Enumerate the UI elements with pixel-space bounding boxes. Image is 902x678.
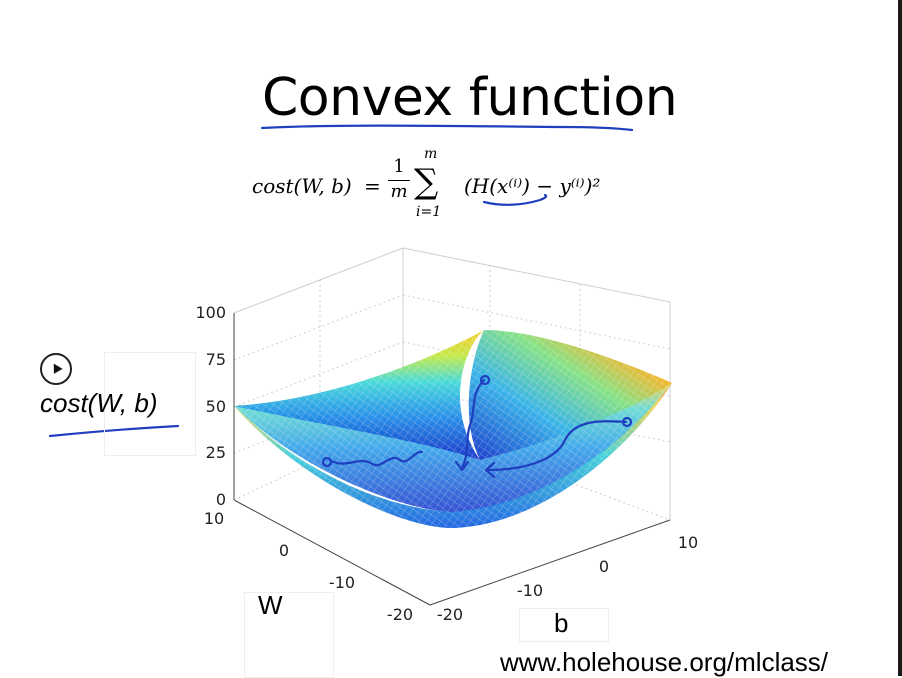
gradient-start-right xyxy=(621,416,633,428)
w-tick-label: 10 xyxy=(204,509,224,528)
pen-annotations xyxy=(48,124,634,479)
fraction-numerator: 1 xyxy=(393,156,405,177)
b-tick-label: 10 xyxy=(678,533,698,552)
gradient-arrow-right xyxy=(484,461,496,479)
gradient-start-left xyxy=(321,456,333,468)
sum-upper-limit: m xyxy=(424,146,438,162)
label-frame-cost xyxy=(104,352,196,456)
title-underline xyxy=(260,124,634,132)
gradient-start-center xyxy=(479,374,491,386)
mouse-pointer-icon xyxy=(49,361,63,374)
cost-formula: cost(W, b) = 1 m m ∑ i=1 (H(x⁽ⁱ⁾) − y⁽ⁱ⁾… xyxy=(252,146,662,232)
sum-lower-limit: i=1 xyxy=(416,204,442,220)
b-tick-label: -10 xyxy=(517,581,543,600)
z-tick-label: 25 xyxy=(206,443,226,462)
gradient-path-right xyxy=(486,420,628,472)
fraction-denominator: m xyxy=(390,181,408,202)
label-frame-b xyxy=(519,608,609,642)
gradient-path-left xyxy=(328,450,424,467)
cost-axis-label: cost(W, b) xyxy=(40,388,158,418)
w-tick-label: -10 xyxy=(329,573,355,592)
b-axis-label: b xyxy=(554,608,569,638)
summation-symbol: ∑ xyxy=(414,162,439,202)
z-tick-label: 75 xyxy=(206,350,226,369)
cost-surface xyxy=(234,330,672,528)
formula-underline xyxy=(482,193,548,206)
formula-lhs: cost(W, b) xyxy=(252,174,352,198)
z-tick-label: 0 xyxy=(216,490,226,509)
b-tick-label: -20 xyxy=(437,605,463,624)
w-axis: 10 0 -10 -20 xyxy=(204,509,413,624)
z-tick-label: 50 xyxy=(206,397,226,416)
formula-fraction: 1 m xyxy=(388,156,410,202)
w-tick-label: 0 xyxy=(279,541,289,560)
source-url[interactable]: www.holehouse.org/mlclass/ xyxy=(500,647,829,677)
b-tick-label: 0 xyxy=(599,557,609,576)
formula-body: (H(x⁽ⁱ⁾) − y⁽ⁱ⁾)² xyxy=(464,174,601,198)
fraction-bar xyxy=(388,180,410,181)
b-axis: -20 -10 0 10 xyxy=(437,533,698,624)
cursor-highlight xyxy=(40,353,72,385)
gradient-arrow-center xyxy=(454,460,470,472)
w-tick-label: -20 xyxy=(387,605,413,624)
gradient-path-center xyxy=(460,378,486,470)
w-axis-label: W xyxy=(258,590,283,620)
formula-equals: = xyxy=(364,174,381,198)
z-tick-label: 100 xyxy=(195,303,226,322)
cost-underline xyxy=(48,424,180,438)
window-edge xyxy=(898,0,902,676)
z-axis: 100 75 50 25 0 xyxy=(195,303,235,509)
slide-title: Convex function xyxy=(262,68,678,128)
